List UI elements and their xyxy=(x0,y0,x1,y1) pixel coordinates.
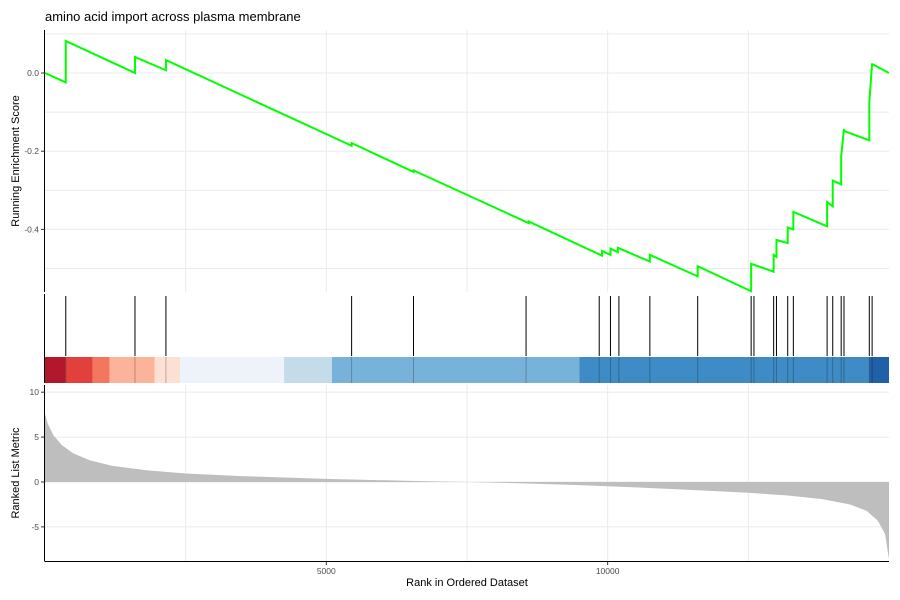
ranked-metric-gridlines xyxy=(45,385,889,561)
chart-title: amino acid import across plasma membrane xyxy=(45,9,301,24)
running-score-y-ticks: 0.0 -0.2 -0.4 xyxy=(24,68,45,234)
gene-hit-marks xyxy=(65,296,873,383)
rank-color-band xyxy=(869,357,889,383)
running-score-y-label: Running Enrichment Score xyxy=(10,95,22,226)
x-axis-tick-label: 5000 xyxy=(317,566,336,576)
ranked-metric-y-tick-label: 5 xyxy=(34,432,39,442)
rank-color-band xyxy=(92,357,110,383)
ranked-metric-y-tick-label: 0 xyxy=(34,477,39,487)
rank-color-band xyxy=(154,357,180,383)
running-score-panel: 0.0 -0.2 -0.4 Running Enrichment Score xyxy=(10,30,890,293)
running-score-y-tick-label: -0.2 xyxy=(24,146,39,156)
running-score-gridlines xyxy=(45,30,889,292)
rank-color-bar xyxy=(45,357,889,383)
rank-color-band xyxy=(579,357,870,383)
rank-color-band xyxy=(45,357,66,383)
running-score-y-tick-label: -0.4 xyxy=(24,224,39,234)
rank-color-band xyxy=(284,357,332,383)
ranked-metric-panel: 10 5 0 -5 5000 10000 Ranked List Metric Rank… xyxy=(10,385,889,589)
ranked-metric-y-tick-label: 10 xyxy=(30,387,40,397)
ranked-metric-y-label: Ranked List Metric xyxy=(10,427,22,519)
x-axis-label: Rank in Ordered Dataset xyxy=(406,577,528,589)
ranked-metric-area xyxy=(45,413,889,560)
gene-hits-panel xyxy=(44,294,889,383)
x-axis-tick-label: 10000 xyxy=(596,566,620,576)
ranked-metric-y-ticks: 10 5 0 -5 xyxy=(30,387,45,532)
ranked-metric-y-tick-label: -5 xyxy=(31,522,39,532)
x-axis-ticks: 5000 10000 xyxy=(317,561,620,576)
rank-color-band xyxy=(109,357,155,383)
rank-color-band xyxy=(331,357,580,383)
rank-color-band xyxy=(65,357,93,383)
rank-color-band xyxy=(179,357,285,383)
running-score-y-tick-label: 0.0 xyxy=(27,68,39,78)
running-score-line xyxy=(44,39,890,293)
